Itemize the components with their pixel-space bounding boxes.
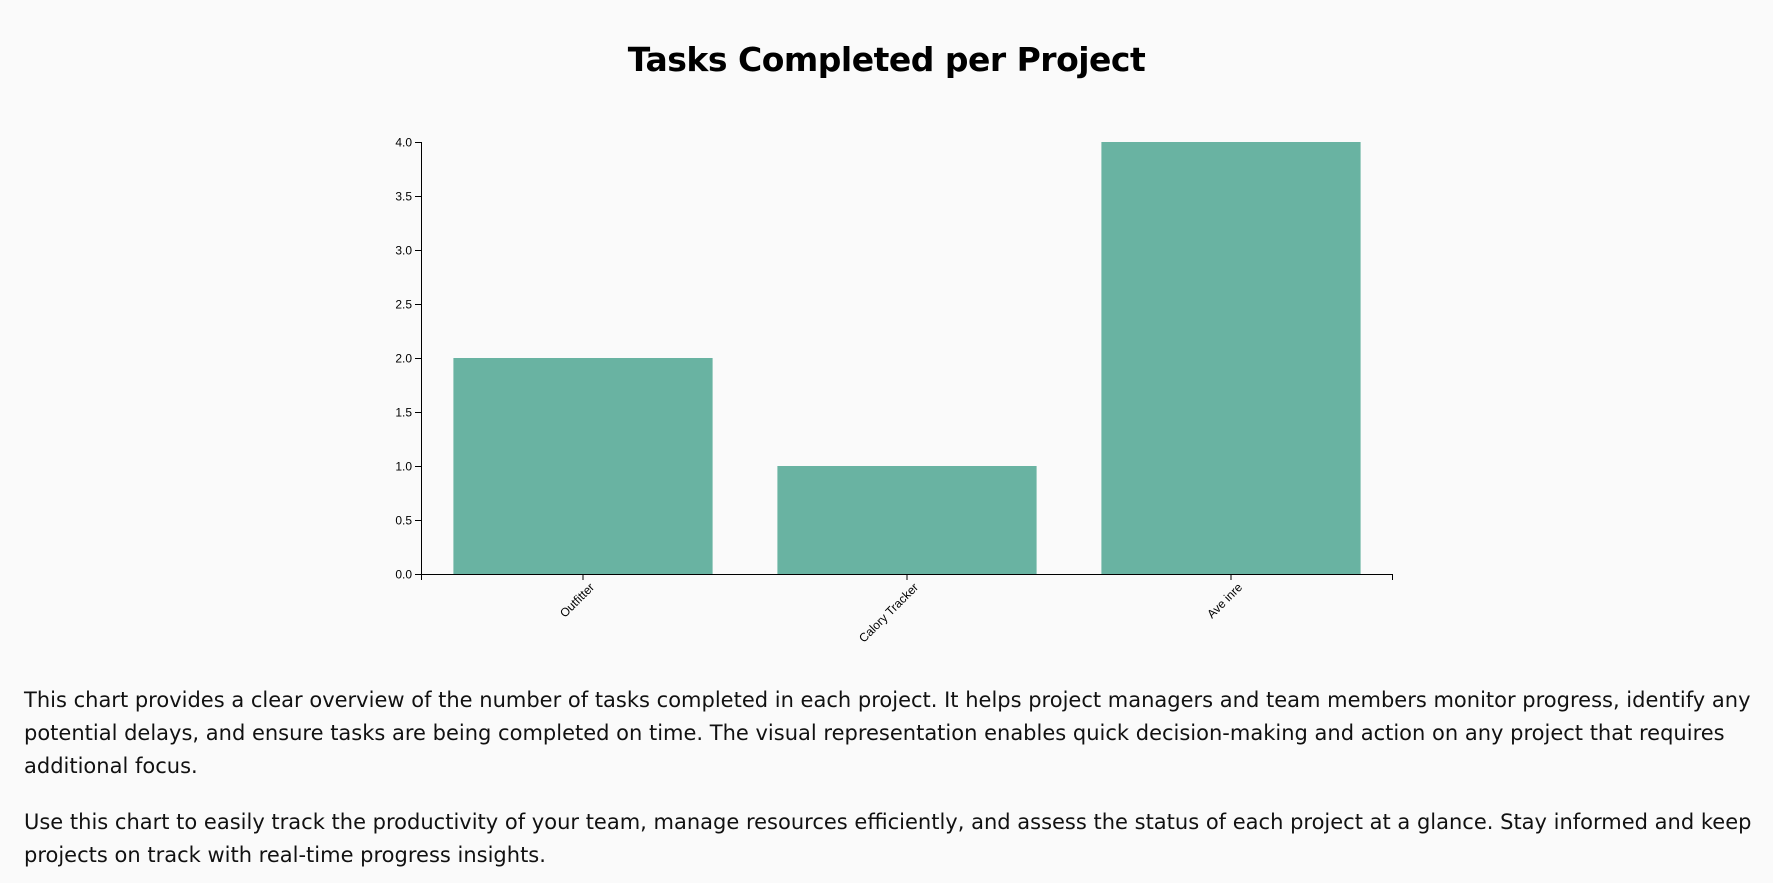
description-paragraph-2: Use this chart to easily track the produ… [24, 810, 1752, 867]
x-axis: Outfitter Calory Tracker Ave inre [421, 574, 1393, 645]
x-tick-label: Calory Tracker [856, 580, 921, 645]
y-tick-label: 3.0 [395, 244, 412, 258]
y-tick-label: 2.5 [395, 298, 412, 312]
x-tick-label: Ave inre [1204, 580, 1245, 621]
y-tick-label: 0.0 [395, 568, 412, 582]
y-axis: 0.0 0.5 1.0 1.5 2.0 2.5 3.0 3.5 4.0 [395, 136, 422, 582]
y-tick-label: 1.5 [395, 406, 412, 420]
bar-outfitter [453, 358, 713, 574]
y-tick-label: 1.0 [395, 460, 412, 474]
description-paragraph-1: This chart provides a clear overview of … [24, 688, 1751, 778]
x-tick-label: Outfitter [557, 580, 597, 620]
y-tick-label: 4.0 [395, 136, 412, 150]
y-tick-label: 2.0 [395, 352, 412, 366]
bars-layer [453, 142, 1361, 574]
y-tick-label: 0.5 [395, 514, 412, 528]
page-title: Tasks Completed per Project [627, 40, 1146, 79]
y-tick-label: 3.5 [395, 190, 412, 204]
bar-calory-tracker [777, 466, 1037, 574]
bar-ave-inre [1101, 142, 1361, 574]
